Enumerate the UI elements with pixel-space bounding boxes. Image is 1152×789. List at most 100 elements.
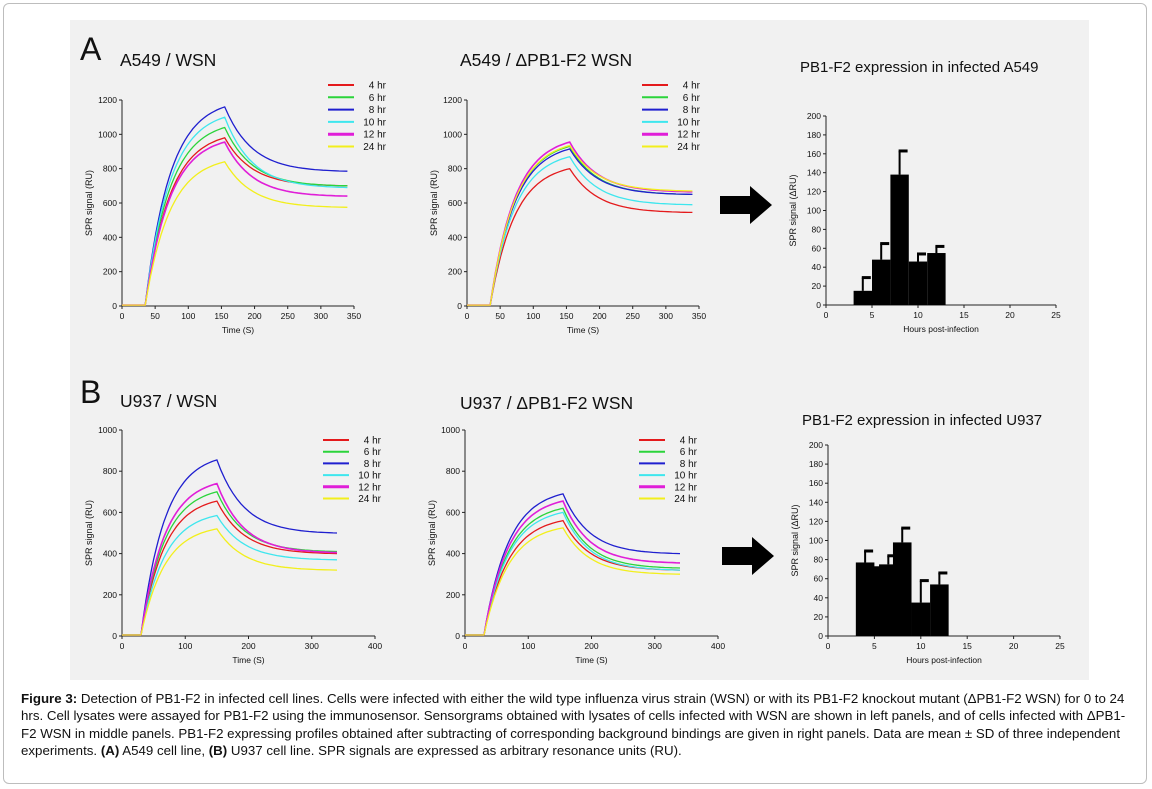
y-tick-label: 800 [448, 164, 462, 174]
right-arrow-icon-b [722, 537, 774, 575]
y-axis-label: SPR signal (RU) [429, 170, 439, 236]
y-tick-label: 800 [103, 164, 117, 174]
legend-label: 4 hr [369, 81, 387, 92]
x-tick-label: 250 [281, 311, 295, 321]
series-line-4hr [122, 500, 338, 636]
chart-B-mid: U937 / ΔPB1-F2 WSN 0 200 400 600 800 1000 0 100 2… [427, 393, 725, 665]
y-tick-label: 200 [809, 440, 823, 450]
y-tick-label: 1200 [443, 95, 462, 105]
legend-label: 8 hr [364, 459, 382, 470]
legend-label: 4 hr [680, 436, 698, 447]
bar [853, 290, 872, 305]
y-tick-label: 200 [807, 111, 821, 121]
chart-title: PB1-F2 expression in infected A549 [800, 59, 1038, 76]
y-tick-label: 600 [103, 507, 117, 517]
legend-label: 24 hr [674, 494, 697, 505]
caption-b-label: (B) [208, 742, 228, 758]
chart-title: U937 / WSN [120, 391, 217, 411]
series-line-6hr [465, 507, 681, 636]
bar [879, 564, 898, 636]
y-tick-label: 80 [814, 555, 824, 565]
x-tick-label: 250 [626, 311, 640, 321]
y-tick-label: 800 [446, 466, 460, 476]
chart-title: A549 / WSN [120, 50, 216, 70]
x-axis-label: Time (S) [232, 655, 264, 665]
y-tick-label: 40 [814, 593, 824, 603]
x-tick-label: 0 [465, 311, 470, 321]
chart-B-left: U937 / WSN 0 200 400 600 800 1000 0 100 200 300 400… [84, 391, 382, 665]
x-tick-label: 200 [592, 311, 606, 321]
series-line-10hr [467, 155, 693, 306]
caption-a-label: (A) [100, 742, 120, 758]
bar [892, 542, 912, 636]
x-tick-label: 20 [1009, 641, 1019, 651]
bar [927, 253, 946, 305]
y-tick-label: 160 [809, 478, 823, 488]
series-line-6hr [122, 126, 348, 306]
legend-label: 12 hr [358, 482, 381, 493]
x-tick-label: 10 [916, 641, 926, 651]
series-line-12hr [122, 482, 338, 636]
y-tick-label: 400 [103, 232, 117, 242]
y-tick-label: 140 [807, 168, 821, 178]
legend-label: 4 hr [364, 436, 382, 447]
y-tick-label: 60 [814, 574, 824, 584]
x-tick-label: 200 [584, 641, 598, 651]
y-tick-label: 60 [812, 243, 822, 253]
legend-label: 12 hr [677, 130, 700, 141]
x-tick-label: 0 [120, 311, 125, 321]
series-line-12hr [465, 500, 681, 636]
x-tick-label: 150 [214, 311, 228, 321]
series-line-12hr [122, 141, 348, 306]
bar [908, 261, 928, 305]
series-line-4hr [467, 167, 693, 306]
y-tick-label: 120 [807, 187, 821, 197]
x-tick-label: 50 [495, 311, 505, 321]
series-line-24hr [122, 528, 338, 636]
bar [872, 259, 891, 305]
y-axis-label: SPR signal (RU) [427, 500, 437, 566]
x-tick-label: 100 [181, 311, 195, 321]
y-tick-label: 180 [809, 459, 823, 469]
y-tick-label: 0 [455, 631, 460, 641]
y-tick-label: 200 [446, 590, 460, 600]
y-tick-label: 120 [809, 516, 823, 526]
y-tick-label: 0 [457, 301, 462, 311]
legend-label: 6 hr [369, 93, 387, 104]
caption-b-text: U937 cell line. SPR signals are expresse… [227, 742, 682, 758]
legend-label: 10 hr [358, 471, 381, 482]
x-axis-label: Hours post-infection [906, 655, 982, 665]
legend-label: 24 hr [363, 142, 386, 153]
legend-label: 10 hr [363, 117, 386, 128]
x-tick-label: 0 [463, 641, 468, 651]
y-tick-label: 600 [446, 507, 460, 517]
y-tick-label: 100 [807, 206, 821, 216]
legend-label: 12 hr [674, 482, 697, 493]
series-line-12hr [467, 141, 693, 306]
y-tick-label: 1000 [441, 425, 460, 435]
x-tick-label: 300 [648, 641, 662, 651]
x-tick-label: 150 [559, 311, 573, 321]
x-axis-label: Time (S) [575, 655, 607, 665]
series-line-6hr [467, 145, 693, 306]
x-tick-label: 350 [692, 311, 706, 321]
series-line-8hr [465, 493, 681, 636]
figure-panels: A B A549 / WSN 0 200 400 600 800 1000 1200 0 50 10… [70, 20, 1089, 680]
y-axis-label: SPR signal (RU) [84, 170, 94, 236]
series-line-6hr [122, 491, 338, 636]
x-tick-label: 15 [962, 641, 972, 651]
x-tick-label: 25 [1051, 310, 1061, 320]
x-tick-label: 50 [150, 311, 160, 321]
x-tick-label: 10 [913, 310, 923, 320]
chart-A-left: A549 / WSN 0 200 400 600 800 1000 1200 0 50 100 150… [84, 50, 387, 335]
series-line-10hr [465, 511, 681, 636]
bar [930, 584, 949, 636]
y-tick-label: 600 [448, 198, 462, 208]
legend-label: 6 hr [683, 93, 701, 104]
legend-label: 12 hr [363, 130, 386, 141]
series-line-10hr [122, 116, 348, 306]
chart-B-right: PB1-F2 expression in infected U937 0 20 40 6… [790, 412, 1065, 665]
chart-A-right: PB1-F2 expression in infected A549 0 20 40 6… [788, 59, 1061, 334]
y-tick-label: 20 [814, 612, 824, 622]
x-tick-label: 100 [178, 641, 192, 651]
